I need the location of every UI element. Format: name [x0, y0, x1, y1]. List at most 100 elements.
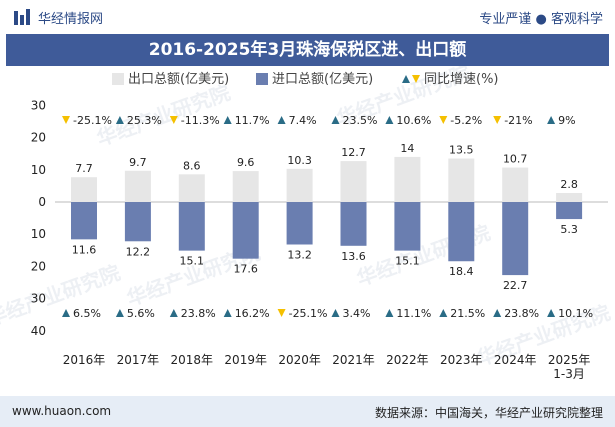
- down-arrow-icon: [169, 116, 178, 124]
- y-tick-label: 20: [31, 259, 46, 273]
- down-arrow-icon: [493, 116, 502, 124]
- x-tick-label: 2025年: [548, 353, 591, 367]
- export-growth-label: -5.2%: [450, 114, 482, 127]
- import-bar: [178, 202, 205, 251]
- x-tick-label: 2017年: [117, 353, 160, 367]
- export-growth-label: 25.3%: [127, 114, 162, 127]
- up-arrow-icon: [331, 309, 340, 317]
- top-bar: 华经情报网 专业严谨 ● 客观科学: [0, 0, 615, 33]
- import-growth-label: 10.1%: [558, 307, 593, 320]
- export-growth-label: -11.3%: [181, 114, 220, 127]
- x-tick-label: 2021年: [332, 353, 375, 367]
- legend-label-growth: 同比增速(%): [424, 72, 499, 87]
- legend-down-arrow-icon: [412, 75, 420, 83]
- import-value-label: 17.6: [233, 263, 258, 276]
- import-bar: [232, 202, 259, 259]
- export-growth-label: 11.7%: [235, 114, 270, 127]
- up-arrow-icon: [62, 309, 70, 317]
- x-tick-label: 2024年: [494, 353, 537, 367]
- tagline: 专业严谨 ● 客观科学: [479, 12, 603, 27]
- y-tick-label: 10: [31, 163, 46, 177]
- up-arrow-icon: [277, 116, 286, 124]
- import-growth-label: 23.8%: [181, 307, 216, 320]
- export-growth-label: 9%: [558, 114, 575, 127]
- export-bar: [394, 156, 421, 202]
- export-bar: [448, 158, 475, 202]
- export-value-label: 14: [400, 142, 414, 155]
- export-bar: [71, 177, 97, 202]
- export-value-label: 9.7: [129, 156, 147, 169]
- export-value-label: 8.6: [183, 159, 201, 172]
- import-growth-label: -25.1%: [289, 307, 328, 320]
- x-tick-label: 2018年: [171, 353, 214, 367]
- import-bar: [71, 202, 97, 240]
- down-arrow-icon: [62, 116, 70, 124]
- up-arrow-icon: [115, 309, 124, 317]
- import-value-label: 13.6: [341, 250, 366, 263]
- up-arrow-icon: [223, 116, 232, 124]
- export-growth-label: 23.5%: [343, 114, 378, 127]
- export-growth-label: 10.6%: [396, 114, 431, 127]
- import-bar: [340, 202, 367, 246]
- up-arrow-icon: [547, 116, 556, 124]
- up-arrow-icon: [547, 309, 556, 317]
- logo-icon: [14, 9, 30, 25]
- y-tick-label: 20: [31, 131, 46, 145]
- import-growth-label: 11.1%: [396, 307, 431, 320]
- import-bar: [448, 202, 475, 262]
- import-bar: [556, 202, 583, 220]
- export-growth-label: -21%: [504, 114, 532, 127]
- up-arrow-icon: [385, 309, 394, 317]
- import-growth-label: 6.5%: [73, 307, 101, 320]
- export-growth-label: 7.4%: [289, 114, 317, 127]
- import-bar: [286, 202, 313, 245]
- footer-source: 数据来源：中国海关，华经产业研究院整理: [374, 406, 603, 420]
- export-bar: [232, 171, 259, 202]
- y-tick-label: 10: [31, 227, 46, 241]
- import-bar: [502, 202, 529, 276]
- chart-title: 2016-2025年3月珠海保税区进、出口额: [6, 34, 609, 66]
- x-tick-label: 2016年: [63, 353, 106, 367]
- up-arrow-icon: [385, 116, 394, 124]
- import-value-label: 15.1: [395, 255, 420, 268]
- import-value-label: 15.1: [180, 255, 205, 268]
- import-value-label: 12.2: [126, 245, 151, 258]
- footer-website: www.huaon.com: [12, 404, 112, 418]
- y-tick-label: 0: [38, 195, 46, 209]
- import-bar: [394, 202, 421, 251]
- import-growth-label: 16.2%: [235, 307, 270, 320]
- up-arrow-icon: [223, 309, 232, 317]
- y-tick-label: 30: [31, 292, 46, 306]
- import-value-label: 11.6: [72, 243, 97, 256]
- legend-swatch-import: [256, 73, 268, 85]
- import-growth-label: 23.8%: [504, 307, 539, 320]
- legend-swatch-export: [112, 73, 124, 85]
- import-bar: [124, 202, 151, 242]
- import-value-label: 18.4: [449, 265, 474, 278]
- export-bar: [178, 174, 205, 202]
- export-bar: [286, 168, 313, 202]
- watermark-text: 华经产业研究院: [0, 260, 123, 330]
- x-tick-label: 2019年: [224, 353, 267, 367]
- legend-up-arrow-icon: [402, 75, 410, 83]
- x-tick-label: 2022年: [386, 353, 429, 367]
- export-bar: [556, 192, 583, 202]
- y-tick-label: 30: [31, 98, 46, 112]
- export-bar: [502, 167, 529, 202]
- y-tick-label: 40: [31, 324, 46, 338]
- import-value-label: 5.3: [560, 223, 578, 236]
- import-value-label: 22.7: [503, 279, 528, 292]
- up-arrow-icon: [169, 309, 178, 317]
- down-arrow-icon: [439, 116, 448, 124]
- import-value-label: 13.2: [287, 249, 312, 262]
- footer: www.huaon.com 数据来源：中国海关，华经产业研究院整理: [0, 396, 615, 427]
- export-value-label: 12.7: [341, 146, 366, 159]
- x-tick-label: 2020年: [278, 353, 321, 367]
- export-growth-label: -25.1%: [73, 114, 112, 127]
- export-value-label: 10.3: [287, 154, 312, 167]
- export-bar: [124, 170, 151, 202]
- export-value-label: 10.7: [503, 153, 528, 166]
- up-arrow-icon: [115, 116, 124, 124]
- brand-name: 华经情报网: [38, 12, 104, 27]
